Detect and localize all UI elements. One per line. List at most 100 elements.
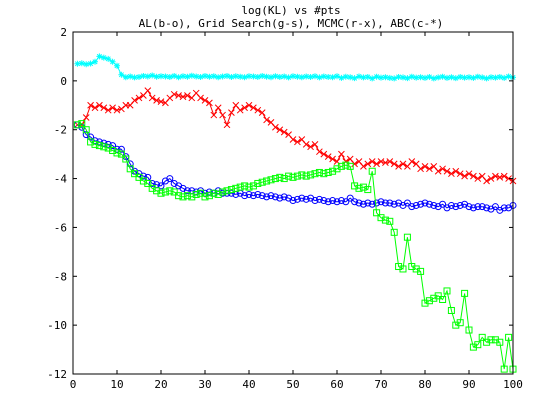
data-point-grid-search [315, 168, 323, 176]
data-point-al [491, 203, 499, 211]
data-point-abc [400, 74, 406, 81]
data-point-abc [452, 75, 459, 82]
data-point-grid-search [324, 168, 332, 176]
x-tick-label: 70 [374, 378, 387, 391]
data-point-abc [303, 73, 310, 80]
data-point-abc [439, 73, 446, 80]
y-tick-label: -2 [54, 124, 67, 137]
data-point-mcmc [316, 148, 323, 156]
data-point-abc [210, 73, 217, 80]
data-point-grid-search [408, 263, 416, 271]
data-point-mcmc [364, 160, 372, 168]
data-point-abc [461, 74, 468, 81]
data-point-abc [263, 73, 270, 80]
data-point-grid-search [337, 162, 345, 170]
data-point-abc [175, 74, 182, 81]
data-point-grid-search [351, 182, 359, 190]
data-point-mcmc [302, 141, 310, 148]
data-point-abc [127, 73, 134, 80]
data-point-al [478, 203, 486, 211]
data-point-abc [483, 75, 490, 82]
data-point-al [267, 192, 275, 200]
data-point-al [425, 200, 433, 208]
data-point-grid-search [425, 297, 433, 305]
data-point-mcmc [153, 97, 160, 104]
data-point-al [109, 142, 117, 150]
data-point-mcmc [492, 172, 499, 180]
data-point-abc [496, 73, 503, 80]
data-point-mcmc [166, 94, 174, 102]
data-point-abc [435, 74, 442, 81]
data-point-mcmc [250, 104, 257, 112]
y-tick-label: 0 [60, 75, 67, 88]
data-point-al [298, 194, 306, 202]
data-point-abc [369, 75, 376, 82]
data-point-abc [241, 74, 248, 81]
data-point-abc [430, 75, 437, 82]
data-point-grid-search [249, 182, 257, 190]
data-point-abc [413, 74, 420, 81]
data-point-mcmc [307, 143, 314, 151]
data-point-mcmc [452, 167, 460, 175]
data-point-mcmc [223, 121, 231, 129]
data-point-mcmc [483, 177, 490, 185]
data-point-mcmc [465, 170, 473, 178]
data-point-mcmc [104, 106, 112, 114]
data-point-abc [294, 73, 301, 80]
data-point-al [447, 201, 455, 209]
data-point-al [355, 199, 363, 207]
data-point-grid-search [285, 172, 293, 180]
data-point-al [315, 195, 323, 203]
data-point-mcmc [373, 160, 380, 168]
data-point-abc [466, 74, 472, 81]
data-point-grid-search [179, 193, 187, 201]
x-tick-label: 40 [242, 378, 255, 391]
data-point-abc [342, 73, 349, 80]
data-point-al [417, 200, 425, 208]
data-point-grid-search [487, 336, 495, 344]
data-point-mcmc [421, 163, 429, 170]
data-point-grid-search [377, 214, 385, 222]
data-point-mcmc [206, 99, 213, 107]
data-point-al [254, 190, 262, 198]
data-point-grid-search [236, 183, 244, 191]
data-point-mcmc [245, 101, 253, 109]
data-point-mcmc [131, 97, 138, 104]
data-point-al [403, 199, 411, 207]
data-point-grid-search [483, 338, 491, 346]
data-point-abc [259, 72, 266, 79]
data-point-grid-search [188, 193, 196, 201]
data-point-grid-search [333, 165, 341, 173]
data-point-al [157, 182, 165, 190]
data-point-abc [479, 74, 486, 81]
data-point-mcmc [417, 165, 424, 173]
data-point-mcmc [399, 160, 407, 168]
data-point-abc [356, 73, 362, 80]
data-point-abc [219, 73, 226, 80]
data-point-al [302, 195, 310, 203]
data-point-grid-search [91, 140, 99, 148]
x-tick-label: 10 [110, 378, 123, 391]
data-point-mcmc [201, 97, 209, 104]
data-point-mcmc [214, 104, 222, 112]
data-point-grid-search [381, 216, 389, 224]
data-point-mcmc [254, 106, 262, 114]
data-point-abc [158, 73, 164, 80]
data-point-abc [386, 74, 393, 81]
data-point-abc [228, 73, 235, 80]
data-point-mcmc [448, 170, 455, 178]
data-point-abc [378, 74, 384, 81]
data-point-al [364, 199, 372, 207]
data-point-abc [215, 74, 222, 81]
data-point-al [113, 145, 121, 153]
data-point-grid-search [412, 265, 420, 273]
data-point-abc [373, 73, 380, 80]
series-abc [74, 53, 516, 82]
data-point-abc [391, 75, 398, 82]
data-point-grid-search [320, 170, 328, 178]
x-tick-label: 30 [198, 378, 211, 391]
series-layer [73, 53, 517, 373]
data-point-grid-search [126, 165, 134, 173]
data-point-abc [118, 71, 125, 78]
